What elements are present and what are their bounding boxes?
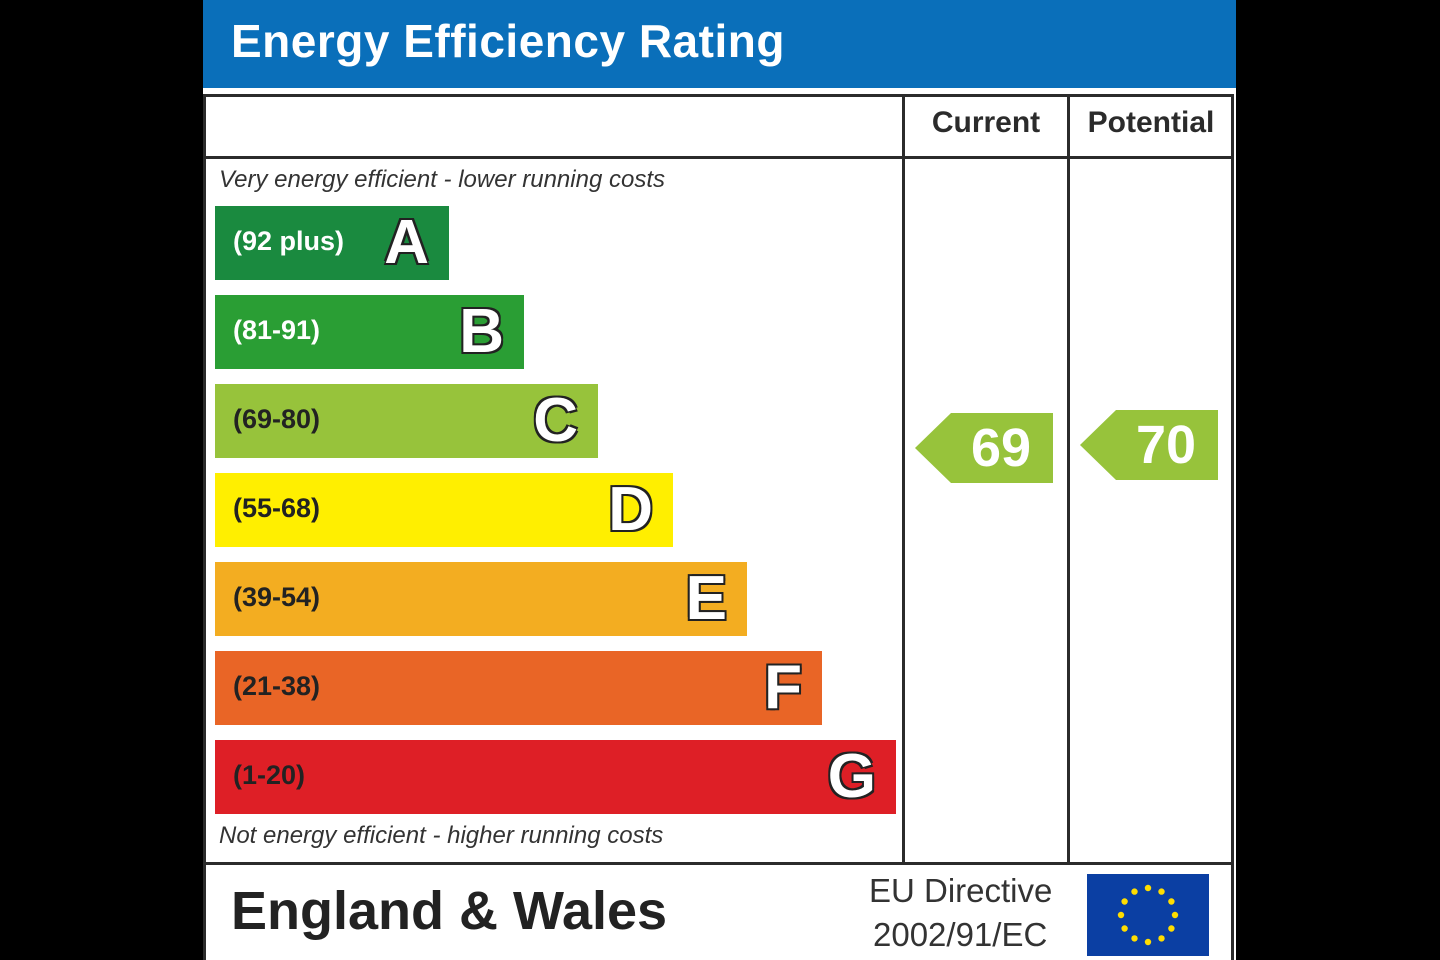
band-letter: C <box>533 386 578 455</box>
rating-arrow-current: 69 <box>915 413 1053 483</box>
header-row-divider <box>203 156 1233 159</box>
band-a: (92 plus) A <box>215 206 449 280</box>
eu-star <box>1144 938 1152 946</box>
eu-star <box>1144 884 1152 892</box>
rating-arrow-shape <box>915 413 1053 483</box>
table-border-top <box>203 94 1233 97</box>
column-header-current: Current <box>931 106 1041 139</box>
eu-star <box>1168 898 1175 905</box>
rating-arrow-potential: 70 <box>1080 410 1218 480</box>
column-divider-potential <box>1067 94 1070 864</box>
footer-country: England & Wales <box>231 881 668 941</box>
note-inefficient: Not energy efficient - higher running co… <box>219 822 664 849</box>
table-border-left <box>203 94 206 960</box>
chart-title: Energy Efficiency Rating <box>231 15 785 67</box>
footer-divider <box>203 862 1233 865</box>
rating-arrow-shape <box>1080 410 1218 480</box>
eu-star <box>1121 925 1128 932</box>
column-divider-current <box>902 94 905 864</box>
band-letter: G <box>827 742 876 811</box>
eu-star <box>1131 888 1138 895</box>
eu-star <box>1121 898 1128 905</box>
band-range-label: (81-91) <box>233 315 321 345</box>
band-letter: E <box>685 564 727 633</box>
band-range-label: (39-54) <box>233 582 321 612</box>
band-b: (81-91) B <box>215 295 524 369</box>
band-d: (55-68) D <box>215 473 673 547</box>
band-range-label: (21-38) <box>233 671 321 701</box>
epc-chart: Energy Efficiency Rating Current Potenti… <box>203 0 1236 960</box>
band-letter: B <box>459 297 504 366</box>
table-border-right <box>1231 94 1234 960</box>
band-e: (39-54) E <box>215 562 747 636</box>
eu-star <box>1131 935 1138 942</box>
band-letter: F <box>764 653 802 722</box>
rating-value: 69 <box>970 418 1032 478</box>
eu-directive-label: EU Directive <box>869 872 1053 909</box>
band-f: (21-38) F <box>215 651 822 725</box>
rating-arrow-fill <box>915 413 1053 483</box>
band-c: (69-80) C <box>215 384 598 458</box>
eu-star <box>1168 925 1175 932</box>
eu-directive-number: 2002/91/EC <box>873 916 1048 953</box>
band-range-label: (92 plus) <box>233 226 345 256</box>
band-range-label: (55-68) <box>233 493 321 523</box>
band-letter: D <box>608 475 653 544</box>
band-range-label: (1-20) <box>233 760 306 790</box>
band-range-label: (69-80) <box>233 404 321 434</box>
band-g: (1-20) G <box>215 740 896 814</box>
column-header-potential: Potential <box>1087 106 1215 139</box>
header-bar: Energy Efficiency Rating <box>203 0 1236 88</box>
note-efficient: Very energy efficient - lower running co… <box>219 166 665 193</box>
eu-star <box>1171 911 1179 919</box>
eu-flag-icon <box>1087 874 1209 956</box>
rating-arrow-fill <box>1080 410 1218 480</box>
eu-star <box>1158 935 1165 942</box>
eu-star <box>1158 888 1165 895</box>
rating-value: 70 <box>1135 415 1197 475</box>
band-letter: A <box>384 208 429 277</box>
eu-star <box>1117 911 1125 919</box>
